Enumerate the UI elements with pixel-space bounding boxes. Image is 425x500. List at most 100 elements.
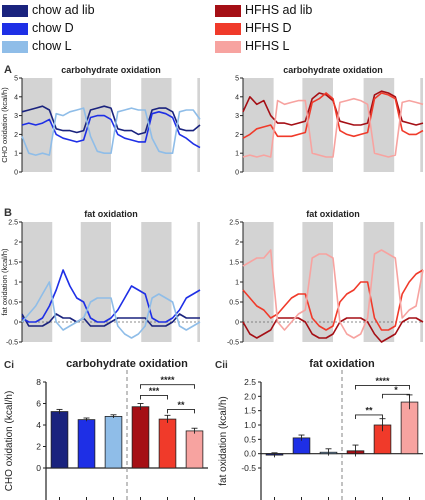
y-tick-label: 0.5 <box>229 300 239 307</box>
legend-label: HFHS L <box>245 39 290 53</box>
panel-label: Cii <box>215 360 228 371</box>
series-line <box>21 111 201 149</box>
panel-label: Ci <box>4 360 14 371</box>
legend-swatch <box>2 5 28 17</box>
y-tick-label: 3 <box>14 113 18 120</box>
y-axis-label: CHO oxidation (kcal/h) <box>0 87 9 163</box>
y-tick-label: 4 <box>36 420 41 430</box>
y-tick-label: 5 <box>14 76 18 83</box>
y-tick-label: 1 <box>235 280 239 287</box>
dark-phase-band <box>197 222 200 342</box>
panel-label-a: A <box>4 64 12 76</box>
legend-label: HFHS D <box>245 21 292 35</box>
y-tick-label: 8 <box>36 377 41 387</box>
y-tick-label: 1 <box>14 151 18 158</box>
y-tick-label: 6 <box>36 399 41 409</box>
y-axis-label: fat oxidation (kcal/h) <box>0 248 9 316</box>
chart-title: fat oxidation <box>309 358 375 370</box>
legend-swatch <box>2 23 28 35</box>
y-axis-label: CHO oxidation (kcal/h) <box>4 391 15 492</box>
y-tick-label: 4 <box>235 94 239 101</box>
legend-label: chow L <box>32 39 72 53</box>
legend-label: chow D <box>32 21 74 35</box>
significance-label: ** <box>177 400 185 410</box>
y-tick-label: 5 <box>235 76 239 83</box>
chart-title: fat oxidation <box>84 209 138 219</box>
dark-phase-band <box>420 78 423 172</box>
chart-title: fat oxidation <box>306 209 360 219</box>
y-tick-label: 0 <box>235 320 239 327</box>
dark-phase-band <box>22 222 53 342</box>
y-tick-label: 4 <box>14 94 18 101</box>
y-tick-label: 0 <box>235 170 239 177</box>
significance-label: ** <box>365 405 373 415</box>
legend-label: chow ad lib <box>32 3 95 17</box>
y-tick-label: 0 <box>14 170 18 177</box>
chart-title: carbohydrate oxidation <box>66 358 188 370</box>
series-line <box>21 105 201 136</box>
series-line <box>242 317 424 343</box>
legend-item: chow L <box>2 39 142 54</box>
bar <box>158 418 177 469</box>
chart-title: carbohydrate oxidation <box>61 65 161 75</box>
series-line <box>21 313 200 327</box>
series-line <box>242 92 424 139</box>
significance-bracket <box>140 384 195 389</box>
significance-bracket <box>355 414 383 419</box>
bar <box>185 430 204 469</box>
legend-right: HFHS ad lib HFHS D HFHS L <box>215 2 355 58</box>
y-tick-label: 2 <box>36 442 41 452</box>
bar <box>131 406 150 469</box>
y-tick-label: 2.5 <box>244 377 256 387</box>
legend-swatch <box>2 41 28 53</box>
bar <box>77 419 96 469</box>
y-tick-label: 0 <box>36 463 41 473</box>
legend-item: HFHS ad lib <box>215 3 355 18</box>
y-axis-label: fat oxidation (kcal/h) <box>218 396 229 486</box>
legend-item: chow ad lib <box>2 3 142 18</box>
y-tick-label: -0.5 <box>6 340 18 347</box>
y-tick-label: 1.5 <box>244 406 256 416</box>
significance-bracket <box>355 384 410 390</box>
y-tick-label: 2 <box>235 240 239 247</box>
significance-bracket <box>140 394 168 400</box>
legend-swatch <box>215 41 241 53</box>
series-line <box>242 97 424 158</box>
legend-item: chow D <box>2 21 142 36</box>
significance-label: *** <box>149 386 160 396</box>
dark-phase-band <box>243 222 274 342</box>
y-tick-label: 2.5 <box>8 220 18 227</box>
legend-item: HFHS D <box>215 21 355 36</box>
y-tick-label: 1.5 <box>229 260 239 267</box>
y-tick-label: 1 <box>14 280 18 287</box>
legend-left: chow ad lib chow D chow L <box>2 2 142 58</box>
chart-title: carbohydrate oxidation <box>283 65 383 75</box>
dark-phase-band <box>420 222 423 342</box>
legend-item: HFHS L <box>215 39 355 54</box>
y-tick-label: 2.0 <box>244 391 256 401</box>
y-tick-label: 1 <box>235 151 239 158</box>
series-line <box>21 281 201 339</box>
y-tick-label: 0 <box>14 320 18 327</box>
legend-swatch <box>215 23 241 35</box>
y-tick-label: 3 <box>235 113 239 120</box>
significance-label: **** <box>375 376 390 386</box>
panel-label-b: B <box>4 207 12 219</box>
legend-swatch <box>215 5 241 17</box>
y-tick-label: 0.0 <box>244 449 256 459</box>
bar <box>50 411 69 469</box>
series-line <box>21 269 201 323</box>
dark-phase-band <box>197 78 200 172</box>
y-tick-label: 2 <box>235 132 239 139</box>
y-tick-label: 1.5 <box>8 260 18 267</box>
bar <box>104 415 123 469</box>
y-tick-label: 2.5 <box>229 220 239 227</box>
significance-label: * <box>394 385 398 395</box>
legend-label: HFHS ad lib <box>245 3 313 17</box>
series-line <box>21 107 201 156</box>
series-line <box>242 269 424 331</box>
y-tick-label: -0.5 <box>241 463 256 473</box>
significance-bracket <box>382 393 410 399</box>
series-line <box>242 249 424 339</box>
